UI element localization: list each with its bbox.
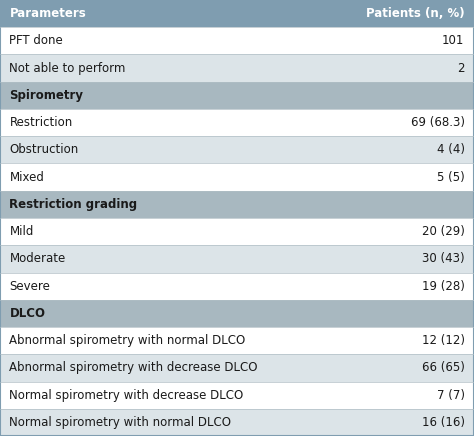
FancyBboxPatch shape [0, 191, 474, 218]
Text: Mixed: Mixed [9, 170, 45, 184]
FancyBboxPatch shape [0, 109, 474, 136]
Text: Spirometry: Spirometry [9, 89, 83, 102]
Text: 16 (16): 16 (16) [421, 416, 465, 429]
Text: 19 (28): 19 (28) [422, 279, 465, 293]
Text: 66 (65): 66 (65) [422, 361, 465, 375]
FancyBboxPatch shape [0, 327, 474, 354]
FancyBboxPatch shape [0, 409, 474, 436]
FancyBboxPatch shape [0, 164, 474, 191]
Text: Restriction grading: Restriction grading [9, 198, 137, 211]
FancyBboxPatch shape [0, 300, 474, 327]
FancyBboxPatch shape [0, 82, 474, 109]
Text: Parameters: Parameters [9, 7, 86, 20]
Text: Restriction: Restriction [9, 116, 73, 129]
Text: 5 (5): 5 (5) [437, 170, 465, 184]
Text: PFT done: PFT done [9, 34, 63, 48]
Text: 7 (7): 7 (7) [437, 388, 465, 402]
Text: Mild: Mild [9, 225, 34, 238]
FancyBboxPatch shape [0, 27, 474, 54]
FancyBboxPatch shape [0, 354, 474, 382]
FancyBboxPatch shape [0, 218, 474, 245]
Text: 4 (4): 4 (4) [437, 143, 465, 157]
Text: 69 (68.3): 69 (68.3) [410, 116, 465, 129]
Text: Obstruction: Obstruction [9, 143, 79, 157]
Text: Normal spirometry with normal DLCO: Normal spirometry with normal DLCO [9, 416, 231, 429]
Text: Not able to perform: Not able to perform [9, 61, 126, 75]
Text: Patients (n, %): Patients (n, %) [366, 7, 465, 20]
Text: Moderate: Moderate [9, 252, 66, 266]
Text: 30 (43): 30 (43) [422, 252, 465, 266]
FancyBboxPatch shape [0, 382, 474, 409]
Text: DLCO: DLCO [9, 307, 46, 320]
FancyBboxPatch shape [0, 272, 474, 300]
FancyBboxPatch shape [0, 54, 474, 82]
Text: Abnormal spirometry with normal DLCO: Abnormal spirometry with normal DLCO [9, 334, 246, 347]
Text: Abnormal spirometry with decrease DLCO: Abnormal spirometry with decrease DLCO [9, 361, 258, 375]
Text: 101: 101 [442, 34, 465, 48]
Text: 20 (29): 20 (29) [422, 225, 465, 238]
FancyBboxPatch shape [0, 245, 474, 272]
FancyBboxPatch shape [0, 0, 474, 27]
Text: Normal spirometry with decrease DLCO: Normal spirometry with decrease DLCO [9, 388, 244, 402]
FancyBboxPatch shape [0, 136, 474, 164]
Text: 12 (12): 12 (12) [421, 334, 465, 347]
Text: 2: 2 [457, 61, 465, 75]
Text: Severe: Severe [9, 279, 50, 293]
